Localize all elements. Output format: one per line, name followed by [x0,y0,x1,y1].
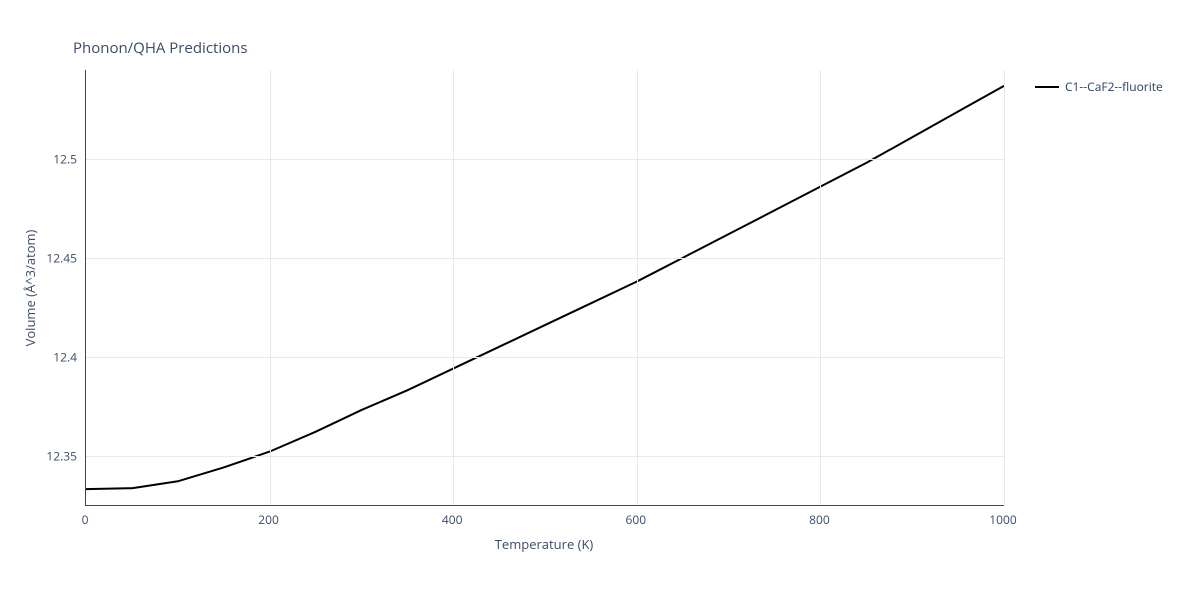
x-tick-label: 0 [82,511,89,528]
x-tick-label: 400 [442,511,463,528]
x-tick-label: 1000 [989,511,1016,528]
chart-title: Phonon/QHA Predictions [73,38,248,58]
x-tick-label: 600 [626,511,647,528]
y-tick-label: 12.4 [53,348,77,365]
x-axis-label: Temperature (K) [495,535,594,553]
series-line [86,86,1004,489]
x-tick-label: 800 [809,511,830,528]
legend-label: C1--CaF2--fluorite [1065,78,1163,95]
grid-line-horizontal [86,159,1004,160]
plot-area [85,70,1004,506]
grid-line-horizontal [86,357,1004,358]
grid-line-vertical [820,70,821,505]
grid-line-vertical [637,70,638,505]
x-tick-label: 200 [258,511,279,528]
y-tick-label: 12.35 [46,447,77,464]
grid-line-horizontal [86,258,1004,259]
legend: C1--CaF2--fluorite [1035,78,1163,95]
grid-line-vertical [270,70,271,505]
y-tick-label: 12.45 [46,249,77,266]
y-axis-label: Volume (Å^3/atom) [21,229,39,346]
grid-line-horizontal [86,456,1004,457]
grid-line-vertical [1004,70,1005,505]
legend-swatch [1035,86,1059,88]
grid-line-vertical [453,70,454,505]
chart-root: Phonon/QHA Predictions Temperature (K) V… [0,0,1200,600]
y-tick-label: 12.5 [53,150,77,167]
legend-item[interactable]: C1--CaF2--fluorite [1035,78,1163,95]
series-svg [86,70,1004,505]
